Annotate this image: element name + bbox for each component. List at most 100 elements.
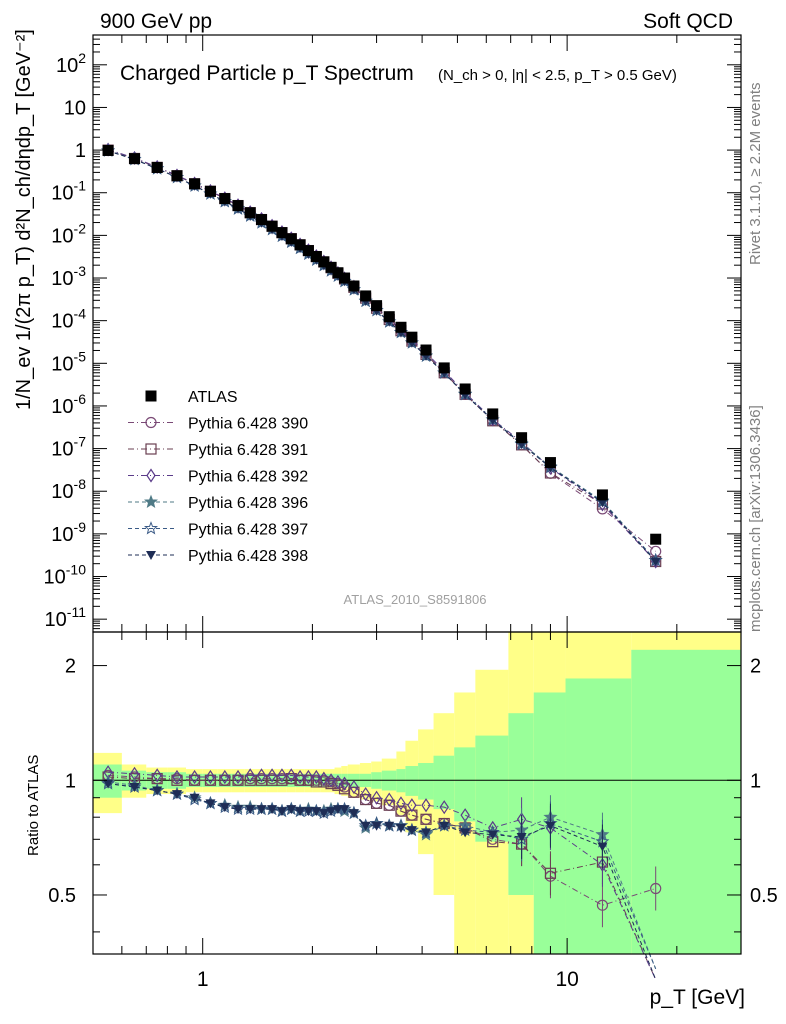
ratio-marker: [396, 796, 406, 811]
green-band-bin: [565, 678, 632, 954]
ratio-marker: [349, 779, 359, 795]
atlas-data-point: [244, 207, 256, 219]
ratio-marker: [439, 800, 449, 815]
ratio-y-tick-label: 0.5: [48, 885, 76, 907]
green-band-bin: [454, 747, 476, 822]
y-tick-label: 10-10: [44, 562, 87, 589]
y-tick-label: 10-3: [51, 263, 86, 290]
ratio-marker: [650, 882, 662, 895]
mc-line-6: [107, 150, 657, 562]
legend-marker: [146, 551, 156, 560]
ratio-marker: [544, 867, 557, 879]
atlas-data-point: [438, 362, 450, 374]
green-band-bin: [433, 755, 455, 810]
atlas-data-point: [339, 272, 351, 284]
ratio-marker: [516, 832, 527, 842]
ratio-uncertainty-bands: [93, 632, 741, 954]
atlas-data-point: [232, 200, 244, 212]
ratio-marker: [244, 774, 256, 786]
chart-title: Charged Particle p_T Spectrum: [120, 62, 414, 85]
atlas-data-point: [285, 233, 297, 245]
ratio-y-tick-label: 1: [65, 770, 76, 792]
y-tick-label: 10: [64, 97, 86, 119]
legend-marker: [145, 416, 157, 429]
ratio-marker: [545, 821, 556, 831]
x-tick-label: 10: [555, 968, 578, 991]
analysis-watermark: ATLAS_2010_S8591806: [344, 592, 487, 607]
y-axis-label: 1/N_ev 1/(2π p_T) d²N_ch/dηdp_T [GeV⁻²]: [13, 29, 35, 410]
header-left: 900 GeV pp: [100, 10, 212, 33]
legend-label: Pythia 6.428 396: [188, 495, 308, 512]
ratio-marker: [597, 857, 608, 872]
ratio-marker: [421, 798, 431, 813]
atlas-data-point: [348, 280, 360, 292]
atlas-data-point: [395, 321, 407, 333]
green-band-bin: [405, 766, 419, 796]
atlas-data-point: [596, 489, 608, 501]
ratio-marker: [339, 805, 350, 815]
y-tick-label: 10-8: [51, 476, 86, 503]
legend-label: Pythia 6.428 391: [188, 442, 308, 459]
atlas-data-point: [276, 227, 288, 239]
green-band-bin: [631, 649, 741, 954]
ratio-marker: [303, 807, 314, 817]
y-tick-label: 1: [75, 140, 86, 162]
axes-layer: 1 1010-1110-1010-910-810-710-610-510-410-…: [44, 34, 778, 991]
ratio-marker: [277, 768, 287, 783]
ratio-marker: [204, 774, 217, 786]
ratio-marker: [407, 798, 417, 813]
ratio-marker: [267, 805, 278, 815]
atlas-data-point: [204, 185, 216, 197]
ratio-marker: [286, 768, 296, 783]
x-tick-label: 1: [197, 968, 209, 991]
atlas-data-point: [151, 162, 163, 174]
ratio-marker: [285, 773, 297, 785]
mc-marker: [597, 498, 608, 508]
ratio-y-tick-label: 2: [65, 656, 76, 678]
atlas-data-point: [318, 256, 330, 268]
atlas-data-point: [406, 331, 418, 343]
ratio-marker: [370, 797, 383, 809]
y-tick-label: 10-11: [45, 604, 87, 631]
y-tick-label: 10-6: [51, 391, 86, 418]
atlas-data-point: [256, 214, 268, 226]
legend-marker: [144, 521, 158, 535]
ratio-line-4: [108, 781, 657, 970]
legend-label: Pythia 6.428 397: [188, 522, 308, 539]
ratio-marker: [384, 821, 395, 831]
green-band-bin: [418, 763, 434, 800]
side-label-mcplots: mcplots.cern.ch [arXiv:1306.3436]: [747, 405, 764, 632]
ratio-marker: [232, 774, 244, 786]
atlas-data-point: [294, 239, 306, 251]
legend: ATLAS Pythia 6.428 390 Pythia 6.428 391 Pyt…: [128, 389, 308, 565]
legend-marker: [145, 390, 157, 402]
ratio-marker: [267, 768, 277, 783]
ratio-marker: [302, 774, 314, 786]
ratio-marker: [245, 768, 255, 783]
header-right: Soft QCD: [643, 10, 733, 33]
atlas-data-point: [102, 144, 114, 156]
ratio-marker: [384, 792, 394, 807]
y-tick-label: 10-9: [51, 519, 86, 546]
ratio-marker: [348, 809, 359, 819]
ratio-marker: [189, 793, 200, 803]
ratio-marker: [256, 805, 267, 815]
green-band-bin: [508, 713, 534, 895]
atlas-data-point: [302, 245, 314, 257]
ratio-marker: [318, 809, 329, 819]
ratio-plot-layer: [101, 765, 662, 980]
ratio-marker: [276, 807, 287, 817]
ratio-marker: [172, 769, 182, 785]
ratio-marker: [360, 821, 371, 831]
ratio-marker: [129, 783, 140, 793]
ratio-marker: [219, 774, 231, 786]
ratio-marker: [295, 769, 305, 785]
atlas-data-point: [516, 432, 528, 444]
ratio-y-axis-label: Ratio to ATLAS: [25, 755, 42, 856]
x-axis-label: p_T [GeV]: [650, 986, 745, 1009]
atlas-data-point: [171, 170, 183, 182]
y-tick-label: 10-2: [51, 220, 86, 247]
ratio-marker: [406, 826, 417, 836]
ratio-marker: [311, 769, 322, 785]
ratio-marker: [332, 805, 343, 815]
